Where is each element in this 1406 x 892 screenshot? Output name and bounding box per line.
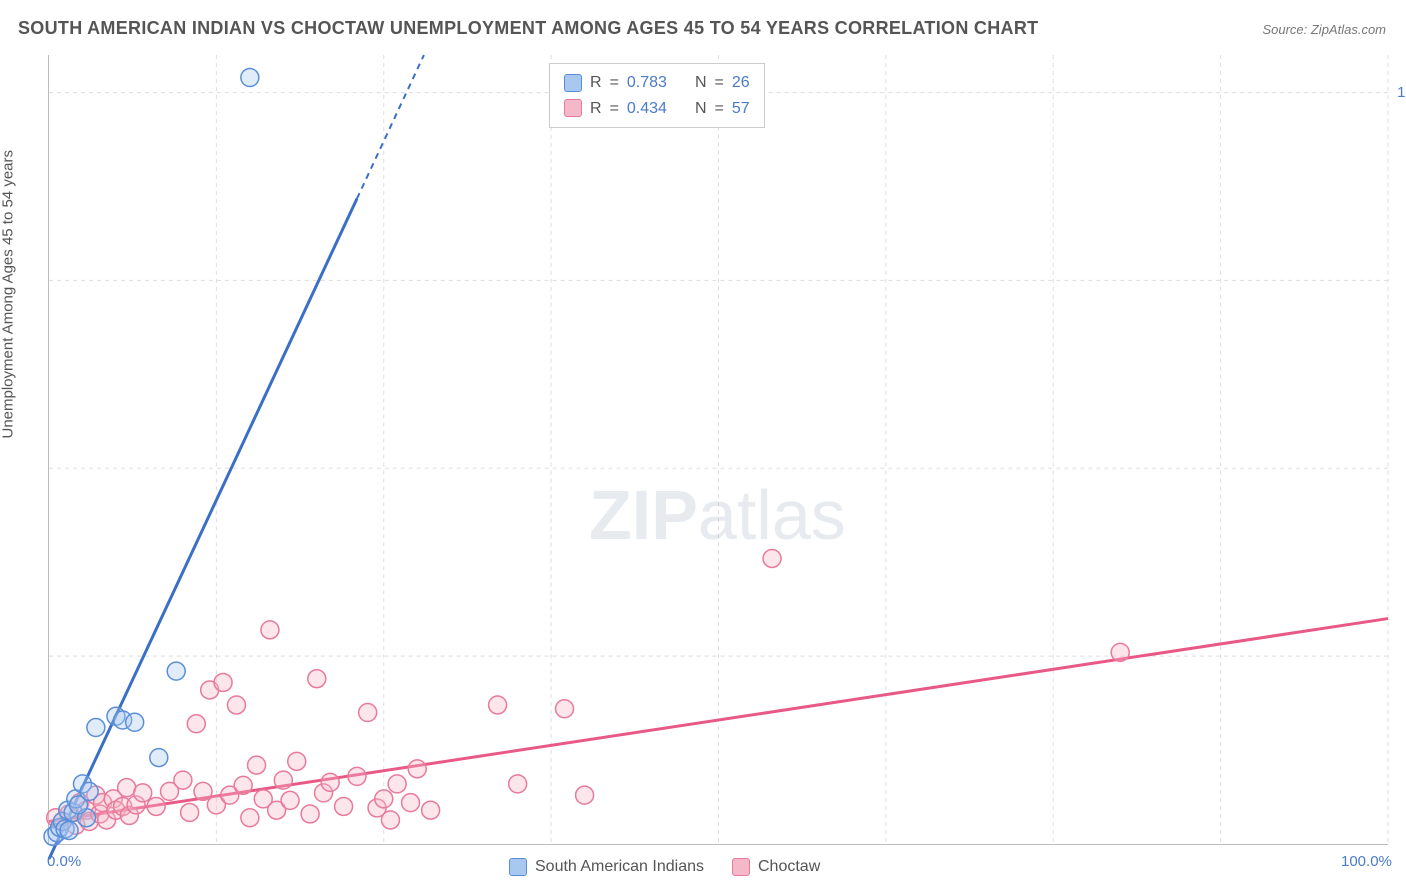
swatch-choctaw-icon (732, 858, 750, 876)
legend-label-choctaw: Choctaw (758, 858, 820, 876)
source-attribution: Source: ZipAtlas.com (1262, 22, 1386, 37)
n-value-choctaw: 57 (732, 96, 750, 122)
stats-row-sai: R = 0.783 N = 26 (564, 70, 750, 96)
equals-sign: = (610, 96, 619, 122)
y-tick-label: 100.0% (1397, 84, 1406, 101)
n-label: N (695, 96, 707, 122)
n-label: N (695, 70, 707, 96)
series-legend: South American Indians Choctaw (509, 858, 820, 876)
n-value-sai: 26 (732, 70, 750, 96)
r-value-sai: 0.783 (627, 70, 667, 96)
equals-sign: = (715, 96, 724, 122)
chart-title: SOUTH AMERICAN INDIAN VS CHOCTAW UNEMPLO… (18, 18, 1038, 39)
stats-legend: R = 0.783 N = 26 R = 0.434 N = 57 (549, 63, 765, 128)
plot-area: R = 0.783 N = 26 R = 0.434 N = 57 ZIPatl… (48, 55, 1388, 845)
stats-row-choctaw: R = 0.434 N = 57 (564, 96, 750, 122)
swatch-sai-icon (509, 858, 527, 876)
x-tick-label: 0.0% (47, 853, 81, 870)
legend-item-choctaw: Choctaw (732, 858, 820, 876)
r-value-choctaw: 0.434 (627, 96, 667, 122)
x-tick-label: 100.0% (1341, 853, 1392, 870)
equals-sign: = (610, 70, 619, 96)
plot-svg (49, 55, 1388, 844)
swatch-choctaw-icon (564, 99, 582, 117)
legend-label-sai: South American Indians (535, 858, 704, 876)
y-axis-label: Unemployment Among Ages 45 to 54 years (0, 150, 17, 439)
swatch-sai-icon (564, 74, 582, 92)
r-label: R (590, 96, 602, 122)
equals-sign: = (715, 70, 724, 96)
r-label: R (590, 70, 602, 96)
legend-item-sai: South American Indians (509, 858, 704, 876)
chart-container: SOUTH AMERICAN INDIAN VS CHOCTAW UNEMPLO… (0, 0, 1406, 892)
